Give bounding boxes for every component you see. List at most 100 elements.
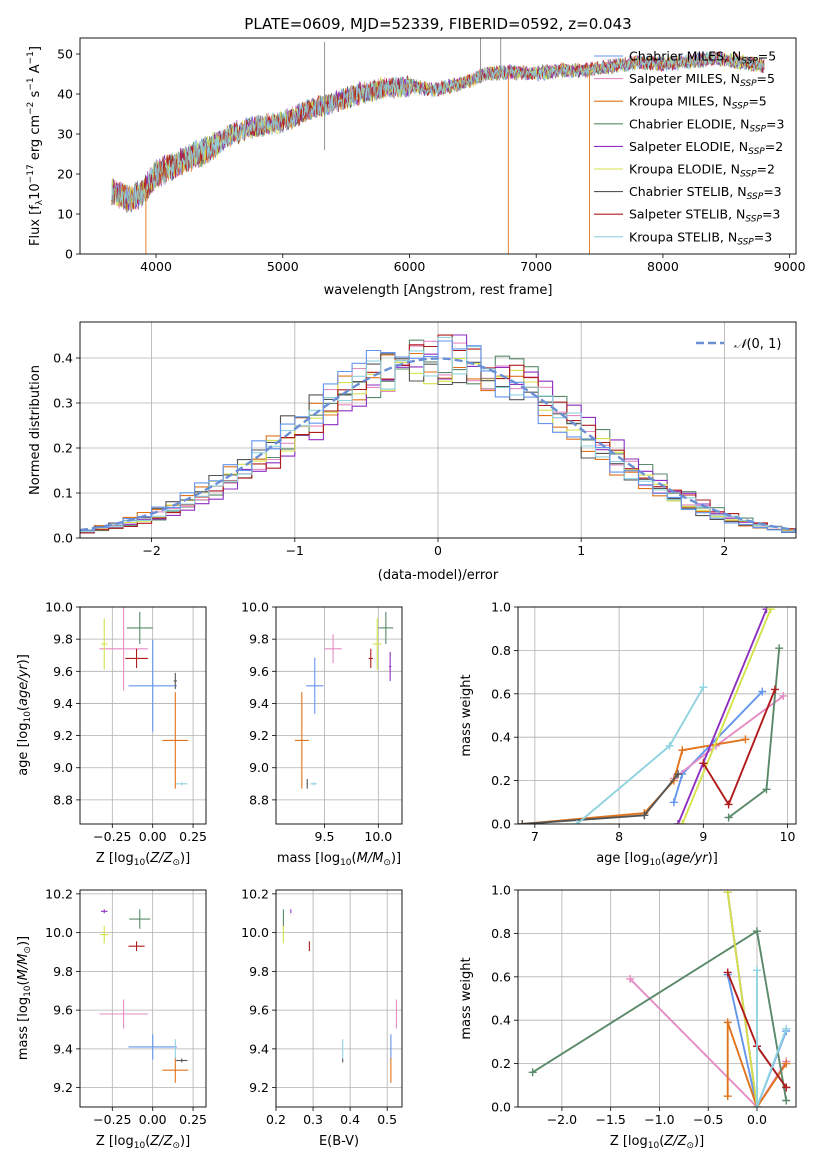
spectrum-legend: Chabrier MILES, NSSP=5 Salpeter MILES, NS… [594,49,784,247]
mass-weight-vs-age-panel: 7 8 9 10 0.0 0.2 0.4 0.6 0.8 1.0 age [log10(age/yr… [459,600,797,868]
weight-marker [665,741,674,750]
legend-label: Salpeter ELODIE, NSSP=2 [629,139,783,157]
spectrum-lines [111,38,765,254]
spectrum-model-line [111,51,765,210]
y-tick-label: 50 [57,47,73,62]
weight-marker [724,813,733,822]
y-tick-label: 10 [57,207,73,222]
y-tick-label: 30 [57,127,73,142]
weight-marker [723,1018,732,1027]
weight-marker [770,685,779,694]
weight-marker [723,890,732,897]
gaussian-curve [80,357,796,532]
weight-marker [674,820,683,824]
y-tick-label: 9.2 [53,728,73,743]
weight-marker [528,1068,537,1077]
legend-label: Chabrier MILES, NSSP=5 [629,49,776,67]
x-tick-label: 0.0 [747,1112,767,1127]
y-tick-label: 9.4 [249,696,269,711]
legend-label: Chabrier STELIB, NSSP=3 [629,184,782,202]
y-tick-label: 0.3 [53,396,73,411]
x-axis-label: mass [log10(M/M⊙)] [277,851,401,868]
y-tick-label: 0.2 [53,441,73,456]
y-tick-label: 9.8 [53,964,73,979]
x-tick-label: 0.25 [179,829,207,844]
x-tick-label: 1 [577,543,585,558]
y-tick-label: 0.4 [491,730,511,745]
weight-marker [752,927,761,936]
weight-marker [723,1092,732,1101]
grid [276,606,402,824]
y-tick-label: 0.0 [491,817,511,832]
y-tick-label: 10.2 [45,886,73,901]
y-tick-label: 10.0 [241,600,269,615]
legend-label: Kroupa ELODIE, NSSP=2 [629,162,775,180]
x-axis-label: Z [log10(Z/Z⊙)] [96,1134,190,1151]
y-tick-label: 1.0 [491,600,511,615]
y-tick-label: 9.0 [53,760,73,775]
legend-label: Kroupa STELIB, NSSP=3 [629,229,772,247]
weight-series-line [677,608,768,824]
grid [80,606,206,824]
x-tick-label: 0.2 [266,1112,286,1127]
axes-frame [79,321,797,539]
y-axis-label: Flux [fλ10−17 erg cm−2 s−1 A−1] [26,46,45,246]
mass-vs-ebv-panel: 0.2 0.3 0.4 0.5 9.2 9.4 9.6 9.8 10.0 10.2 E(B-V) [241,886,403,1149]
x-tick-label: 7000 [520,259,552,274]
weight-series-line [681,608,772,824]
weight-series-line [756,970,788,1107]
weight-marker [782,1096,791,1105]
x-tick-label: 10 [780,829,796,844]
y-tick-label: 9.6 [53,664,73,679]
y-tick-label: 9.2 [249,1080,269,1095]
x-tick-label: 10.0 [364,829,392,844]
axes-frame [79,606,207,825]
weight-marker [782,1024,791,1033]
y-tick-label: 9.8 [249,632,269,647]
grid [80,890,206,1107]
x-tick-label: −1.5 [595,1112,625,1127]
weight-marker [699,683,708,692]
weight-marker [752,1103,761,1107]
weight-marker [678,746,687,755]
y-tick-label: 0 [65,247,73,262]
age-vs-Z-panel: −0.25 0.00 0.25 8.8 9.0 9.2 9.4 9.6 9.8 10.0 Z [lo… [16,600,207,869]
histogram-series [80,340,796,533]
x-tick-label: −1.0 [644,1112,674,1127]
y-tick-label: 0.8 [491,643,511,658]
y-tick-label: 0.6 [491,969,511,984]
x-tick-label: −2.0 [547,1112,577,1127]
weight-lines [528,890,791,1107]
figure-title: PLATE=0609, MJD=52339, FIBERID=0592, z=0… [244,15,631,33]
y-tick-label: 9.8 [249,964,269,979]
axes-frame [517,606,797,825]
x-tick-label: 9 [699,829,707,844]
legend-label: Kroupa MILES, NSSP=5 [629,94,767,112]
y-tick-label: 0.4 [491,1013,511,1028]
y-tick-label: 0.2 [491,773,511,788]
weight-marker [741,735,750,744]
errorbars [294,611,394,789]
weight-marker [640,811,649,820]
x-tick-label: 0.5 [377,1112,397,1127]
age-vs-mass-panel: 9.5 10.0 8.8 9.0 9.2 9.4 9.6 9.8 10.0 mass [log10… [241,600,403,868]
histogram-steps [80,334,796,534]
y-tick-label: 0.4 [53,351,73,366]
weight-marker [775,644,784,653]
x-tick-label: 0.3 [303,1112,323,1127]
errorbars [99,607,189,789]
y-tick-label: 10.2 [241,886,269,901]
y-axis-label: Normed distribution [28,365,43,495]
x-tick-label: 9.5 [315,829,335,844]
y-tick-label: 9.6 [53,1003,73,1018]
gaussian-legend: 𝒩(0, 1) [696,337,781,352]
y-tick-label: 9.8 [53,632,73,647]
x-tick-label: 9000 [774,259,806,274]
y-tick-label: 8.8 [53,792,73,807]
x-axis-label: (data-model)/error [378,568,499,583]
weight-marker [572,820,581,824]
spectrum-panel: 4000 5000 6000 7000 8000 9000 0 10 20 30 40 50 Chabr… [26,37,806,298]
grid [275,890,402,1107]
errorbars [99,909,189,1083]
